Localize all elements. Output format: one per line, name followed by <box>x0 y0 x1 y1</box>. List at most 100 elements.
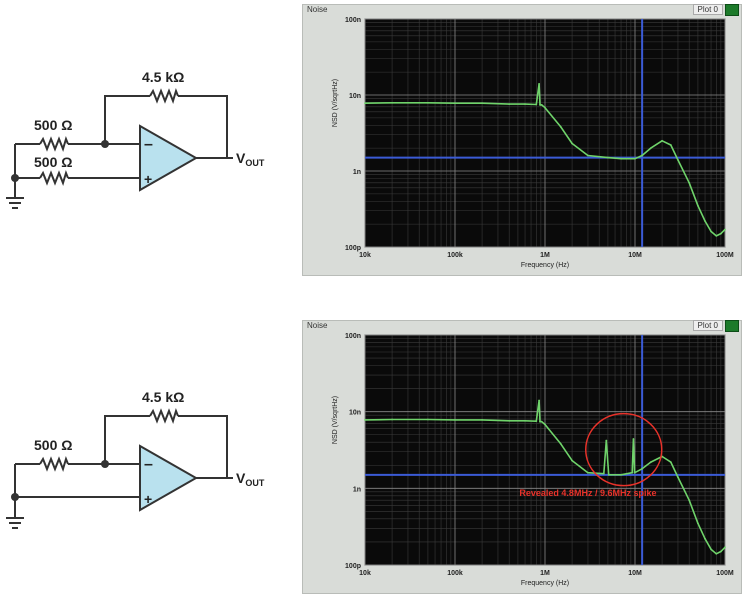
x-tick-label: 100k <box>447 570 463 577</box>
y-tick-label: 1n <box>353 169 361 176</box>
data-point <box>539 420 541 423</box>
circuit-diagram-2: – + 4.5 kΩ 500 Ω VOUT <box>6 389 265 529</box>
data-point <box>720 232 722 235</box>
noise-chart-2: 10k 100k 1M 10M 100M 100n 10n 1n 100p Frequency (… <box>332 333 734 587</box>
data-point <box>669 144 672 146</box>
data-point <box>661 139 663 142</box>
data-point <box>535 103 538 106</box>
noninv-resistor-label: 500 Ω <box>34 154 72 170</box>
y-tick-label: 100p <box>345 245 361 252</box>
data-point <box>508 103 511 105</box>
noise-plot-panel-1: Noise Plot 0 10k 100k 1M 10M 100M 100n 10n 1n 10… <box>302 4 742 276</box>
data-point <box>524 419 526 422</box>
x-tick-label: 1M <box>540 252 550 259</box>
ground-icon <box>6 197 24 209</box>
data-point <box>427 418 429 421</box>
input-resistor-label: 500 Ω <box>34 437 72 453</box>
data-point <box>720 550 722 553</box>
data-point <box>704 537 706 540</box>
data-point <box>540 420 543 423</box>
feedback-resistor-label: 4.5 kΩ <box>142 69 184 85</box>
data-point <box>524 103 526 105</box>
data-point <box>454 419 456 421</box>
data-point <box>632 438 635 440</box>
x-tick-label: 100k <box>447 252 463 259</box>
x-tick-label: 10k <box>359 570 371 577</box>
data-point <box>697 204 699 207</box>
x-tick-label: 10M <box>628 570 642 577</box>
output-label: VOUT <box>236 150 265 168</box>
data-point <box>649 461 652 463</box>
data-point <box>677 476 679 478</box>
y-axis-label: NSD (V/sqrtHz) <box>332 396 339 444</box>
data-point <box>481 102 483 105</box>
output-label: VOUT <box>236 470 265 488</box>
x-axis-label: Frequency (Hz) <box>521 262 569 269</box>
plot-tab[interactable]: Plot 0 <box>692 4 723 15</box>
y-tick-label: 10n <box>349 410 361 417</box>
opamp-symbol <box>139 444 199 512</box>
opamp-plus: + <box>144 171 152 187</box>
data-point <box>605 439 608 442</box>
data-point <box>710 230 712 233</box>
data-point <box>631 471 634 474</box>
annotation-circle <box>585 412 663 487</box>
data-point <box>704 220 706 222</box>
data-point <box>538 83 540 85</box>
input-resistor <box>39 135 69 153</box>
series-line <box>364 399 726 555</box>
data-point <box>587 471 589 474</box>
plot-toggle-icon[interactable] <box>725 4 739 16</box>
x-axis-label: Frequency (Hz) <box>521 580 569 587</box>
y-tick-label: 100n <box>345 17 361 24</box>
data-point <box>538 399 540 402</box>
data-point <box>587 154 589 157</box>
noise-plot-panel-2: Noise Plot 0 10k 100k 1M 10M 100M 100n 10n 1n 10… <box>302 320 742 594</box>
input-resistor <box>39 455 69 473</box>
data-point <box>688 499 691 502</box>
y-tick-label: 100p <box>345 563 361 570</box>
data-point <box>715 235 718 237</box>
data-point <box>634 157 636 160</box>
circuit-diagram-1: – + 4.5 kΩ 500 Ω 500 Ω VOUT <box>6 69 265 209</box>
data-point <box>391 101 393 104</box>
data-point <box>710 548 712 551</box>
feedback-resistor <box>149 87 179 105</box>
data-point <box>688 181 691 184</box>
data-point <box>715 552 718 555</box>
node-dot <box>101 460 109 468</box>
data-point <box>391 418 393 421</box>
data-point <box>633 471 636 474</box>
opamp-minus: – <box>144 456 153 473</box>
data-point <box>649 147 652 150</box>
data-point <box>544 106 546 109</box>
opamp-symbol <box>139 124 199 192</box>
node-dot <box>101 140 109 148</box>
input-resistor-label: 500 Ω <box>34 117 72 133</box>
data-point <box>641 467 643 470</box>
opamp-plus: + <box>144 491 152 507</box>
noninv-resistor <box>39 169 69 187</box>
feedback-resistor <box>149 407 179 425</box>
panel-title: Noise <box>307 5 328 14</box>
data-point <box>508 419 511 422</box>
data-point <box>724 546 726 549</box>
plot-toggle-icon[interactable] <box>725 320 739 332</box>
x-tick-label: 1M <box>540 570 550 577</box>
ground-icon <box>6 517 24 529</box>
y-tick-label: 100n <box>345 333 361 340</box>
x-tick-label: 100M <box>716 570 734 577</box>
panel-title: Noise <box>307 321 328 330</box>
opamp-minus: – <box>144 136 153 153</box>
data-point <box>669 461 672 463</box>
data-point <box>677 159 679 161</box>
plot-tab[interactable]: Plot 0 <box>692 320 723 331</box>
data-point <box>620 473 622 476</box>
data-point <box>481 419 483 421</box>
annotation-text: Revealed 4.8MHz / 9.6MHz spike <box>519 488 656 498</box>
data-point <box>602 472 605 475</box>
data-point <box>607 473 610 476</box>
y-tick-label: 10n <box>349 93 361 100</box>
x-tick-label: 10M <box>628 252 642 259</box>
data-point <box>559 126 562 128</box>
